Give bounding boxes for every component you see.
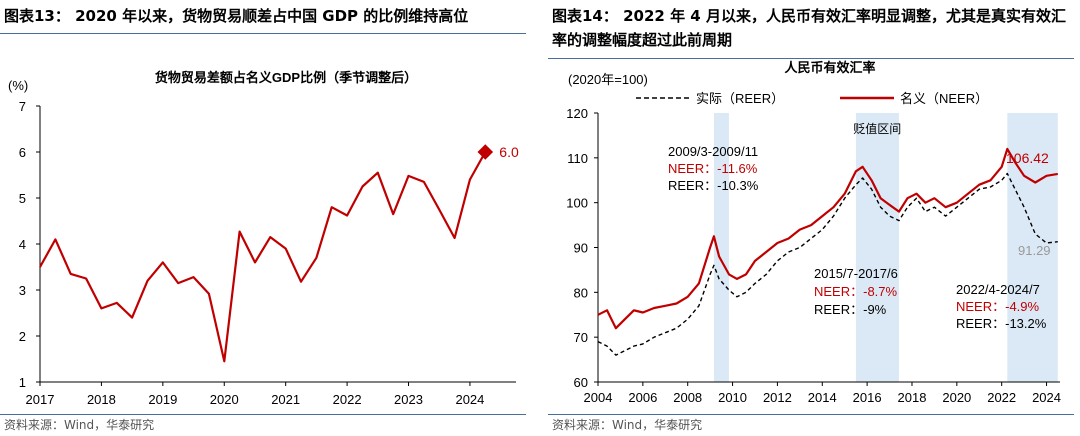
title-rule: [0, 33, 526, 34]
period-annotation: 2009/3-2009/11: [668, 144, 758, 159]
x-tick-label: 2021: [271, 392, 300, 407]
y-axis-unit: (2020年=100): [568, 72, 648, 87]
y-tick-label: 120: [566, 106, 588, 121]
y-tick-label: 70: [574, 330, 588, 345]
y-tick-label: 5: [19, 191, 26, 206]
x-tick-label: 2012: [763, 390, 792, 405]
x-tick-label: 2018: [898, 390, 927, 405]
x-tick-label: 2004: [584, 390, 613, 405]
x-tick-label: 2017: [26, 392, 55, 407]
legend-reer-label: 实际（REER）: [696, 91, 784, 106]
x-tick-label: 2019: [148, 392, 177, 407]
chart-title: 人民币有效汇率: [784, 60, 875, 75]
latest-value-label: 6.0: [499, 144, 519, 160]
x-tick-label: 2020: [942, 390, 971, 405]
depreciation-shade: [855, 113, 899, 382]
source-note: 资料来源：Wind，华泰研究: [4, 418, 155, 432]
y-tick-label: 7: [19, 99, 26, 114]
x-tick-label: 2014: [808, 390, 837, 405]
figure-13-title: 图表13： 2020 年以来，货物贸易顺差占中国 GDP 的比例维持高位: [4, 7, 469, 25]
y-axis-unit: (%): [8, 78, 28, 93]
right-panel: 图表14： 2022 年 4 月以来，人民币有效汇率明显调整，尤其是真实有效汇率…: [548, 0, 1080, 436]
effective-exchange-rate-chart: 人民币有效汇率 (2020年=100) 实际（REER） 名义（NEER） 贬值区间 60…: [566, 60, 1061, 405]
y-tick-label: 110: [567, 151, 588, 166]
trade-balance-chart: 货物贸易差额占名义GDP比例（季节调整后） (%) 1 2 3 4 5 6 7 2017 2018 2…: [8, 70, 519, 407]
shaded-region-label: 贬值区间: [853, 121, 901, 136]
chart-title: 货物贸易差额占名义GDP比例（季节调整后）: [155, 70, 417, 85]
trade-balance-line: [39, 151, 487, 363]
y-tick-label: 4: [19, 237, 26, 252]
x-tick-label: 2023: [394, 392, 423, 407]
period-annotation: NEER：-4.9%: [956, 299, 1040, 314]
x-tick-label: 2022: [987, 390, 1016, 405]
figure-14-title: 图表14： 2022 年 4 月以来，人民币有效汇率明显调整，尤其是真实有效汇率…: [552, 7, 1066, 49]
period-annotation: NEER：-8.7%: [814, 284, 898, 299]
period-annotation: NEER：-11.6%: [668, 161, 758, 176]
source-note: 资料来源：Wind，华泰研究: [552, 418, 703, 432]
neer-line: [597, 147, 1058, 330]
legend-neer-label: 名义（NEER）: [900, 91, 988, 106]
reer-end-label: 91.29: [1018, 243, 1051, 258]
y-tick-label: 2: [19, 329, 26, 344]
period-annotation: 2015/7-2017/6: [814, 266, 898, 281]
y-tick-label: 90: [574, 241, 588, 256]
y-tick-label: 1: [19, 375, 26, 390]
x-tick-label: 2006: [628, 390, 657, 405]
x-tick-label: 2022: [333, 392, 362, 407]
y-tick-label: 100: [566, 196, 588, 211]
source-rule: [0, 414, 526, 415]
depreciation-shade: [713, 113, 729, 382]
y-tick-label: 60: [574, 375, 588, 390]
depreciation-shade: [1007, 113, 1058, 382]
y-tick-label: 80: [574, 285, 588, 300]
reer-line: [597, 172, 1058, 356]
x-tick-label: 2018: [87, 392, 116, 407]
latest-point-marker: [477, 144, 494, 160]
x-tick-label: 2016: [853, 390, 882, 405]
y-tick-label: 3: [19, 283, 26, 298]
left-panel: 图表13： 2020 年以来，货物贸易顺差占中国 GDP 的比例维持高位 货物贸…: [0, 0, 532, 436]
x-tick-label: 2024: [455, 392, 484, 407]
period-annotation: REER：-13.2%: [956, 316, 1047, 331]
x-tick-label: 2010: [718, 390, 747, 405]
period-annotation: REER：-9%: [814, 302, 887, 317]
x-tick-label: 2024: [1032, 390, 1061, 405]
source-rule: [548, 414, 1074, 415]
period-annotation: 2022/4-2024/7: [956, 282, 1040, 297]
x-tick-label: 2020: [210, 392, 239, 407]
x-tick-label: 2008: [673, 390, 702, 405]
title-rule: [548, 58, 1074, 59]
neer-end-label: 106.42: [1006, 150, 1049, 166]
period-annotation: REER：-10.3%: [668, 178, 759, 193]
y-tick-label: 6: [19, 145, 26, 160]
